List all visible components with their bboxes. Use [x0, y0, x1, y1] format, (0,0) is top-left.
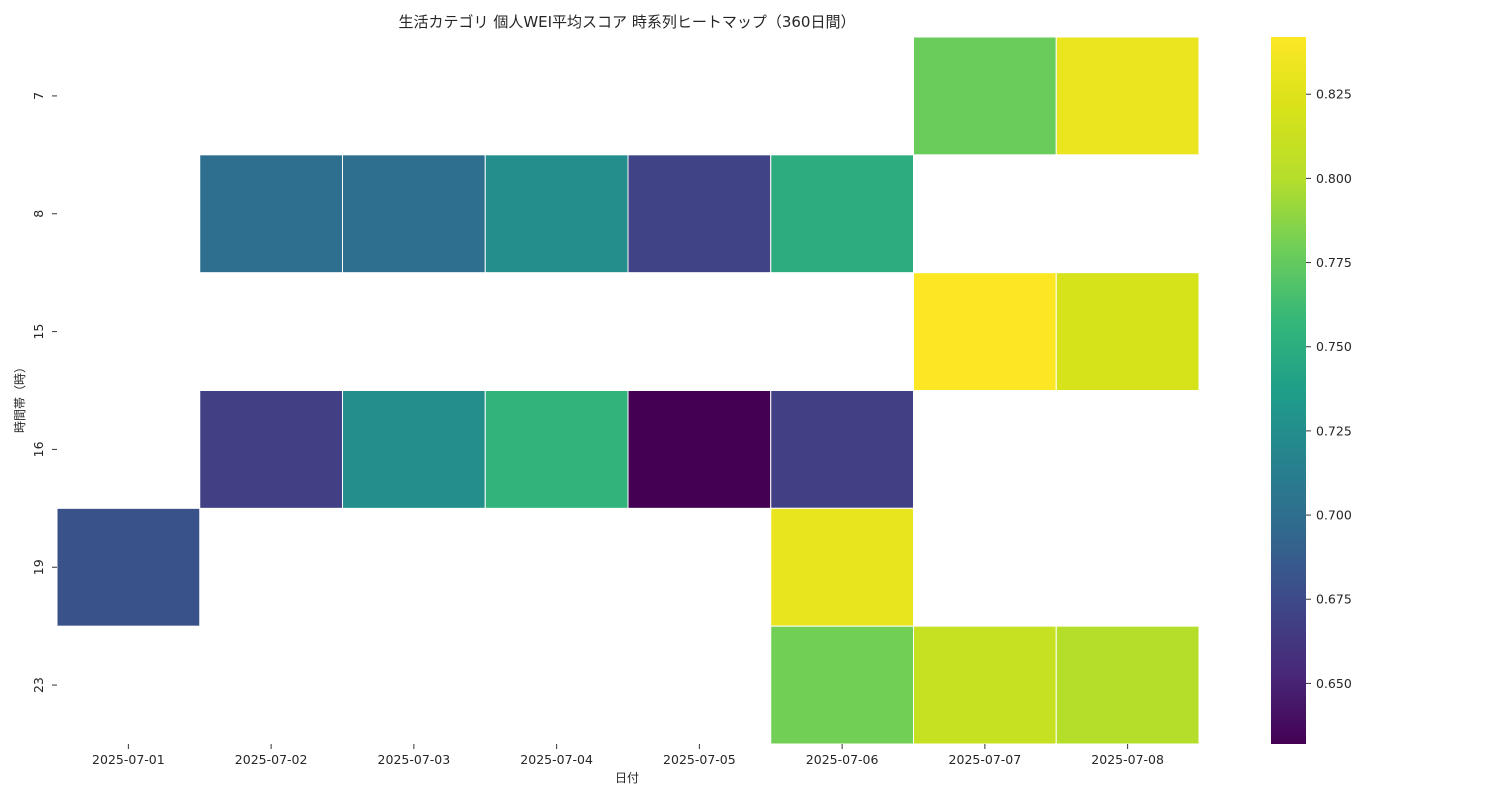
x-tick-label: 2025-07-06 [806, 752, 879, 767]
heatmap-cell [342, 154, 486, 274]
colorbar-tick-label: 0.675 [1316, 592, 1352, 607]
heatmap-cell [56, 507, 201, 627]
heatmap-cell [1055, 272, 1200, 391]
colorbar-tick-label: 0.800 [1316, 171, 1352, 186]
heatmap-cell [913, 272, 1057, 391]
y-tick-label: 7 [31, 92, 46, 100]
colorbar [1271, 37, 1306, 744]
heatmap-cell [1055, 625, 1200, 745]
x-tick-label: 2025-07-05 [663, 752, 736, 767]
y-tick-label: 23 [31, 677, 46, 693]
y-tick-label: 19 [31, 559, 46, 575]
chart-title: 生活カテゴリ 個人WEI平均スコア 時系列ヒートマップ（360日間） [399, 13, 856, 31]
x-tick-label: 2025-07-02 [235, 752, 308, 767]
heatmap-cell [627, 154, 772, 274]
colorbar-tick-label: 0.775 [1316, 255, 1352, 270]
heatmap-cell [627, 390, 772, 509]
heatmap-cell [770, 390, 914, 509]
x-tick-label: 2025-07-08 [1091, 752, 1164, 767]
heatmap-cell [199, 390, 343, 509]
heatmap-cell [484, 390, 629, 509]
heatmap-cell [913, 625, 1057, 745]
heatmap-cell [342, 390, 486, 509]
heatmap-cell [484, 154, 629, 274]
colorbar-tick-label: 0.825 [1316, 87, 1352, 102]
y-axis-label: 時間帯（時） [13, 361, 27, 433]
x-tick-label: 2025-07-07 [949, 752, 1022, 767]
x-tick-label: 2025-07-03 [378, 752, 451, 767]
heatmap-cell [770, 507, 914, 627]
heatmap-cell [770, 625, 914, 745]
y-tick-label: 16 [31, 441, 46, 457]
x-axis-label: 日付 [615, 771, 639, 785]
heatmap-cell [1055, 36, 1200, 156]
heatmap-cell [770, 154, 914, 274]
colorbar-tick-label: 0.650 [1316, 676, 1352, 691]
colorbar-tick-label: 0.700 [1316, 508, 1352, 523]
colorbar-ticks: 0.650 0.675 0.700 0.725 0.750 0.775 0.800 0.825 [1306, 87, 1352, 691]
y-axis: 7 8 15 16 19 23 [31, 92, 57, 693]
x-tick-label: 2025-07-04 [520, 752, 593, 767]
heatmap-cell [913, 36, 1057, 156]
y-tick-label: 15 [31, 324, 46, 340]
x-axis: 2025-07-01 2025-07-02 2025-07-03 2025-07-04… [92, 744, 1164, 767]
y-tick-label: 8 [31, 210, 46, 218]
colorbar-tick-label: 0.750 [1316, 339, 1352, 354]
x-tick-label: 2025-07-01 [92, 752, 165, 767]
colorbar-tick-label: 0.725 [1316, 423, 1352, 438]
heatmap-cell [199, 154, 343, 274]
heatmap-cells [56, 36, 1200, 745]
